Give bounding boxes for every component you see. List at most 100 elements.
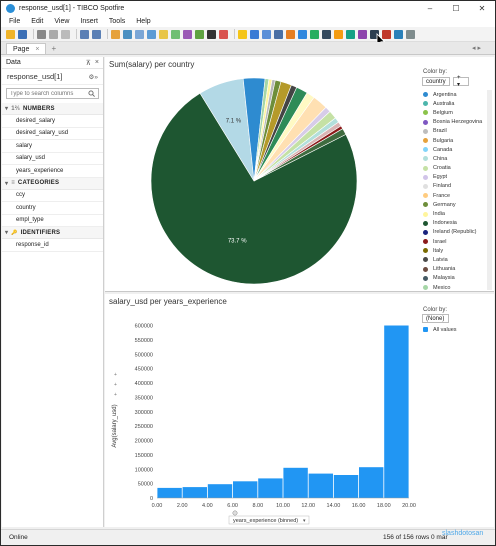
menu-edit[interactable]: Edit <box>31 17 44 25</box>
bar-4–6[interactable] <box>207 484 233 498</box>
redo-icon[interactable] <box>92 29 101 39</box>
column-item[interactable]: salary_usd <box>2 153 103 165</box>
column-item[interactable]: ccy <box>2 190 103 202</box>
bar-10–12[interactable] <box>283 467 308 498</box>
pie-slice-indonesia[interactable] <box>150 92 358 285</box>
menu-tools[interactable]: Tools <box>108 17 126 25</box>
bar-8–10[interactable] <box>258 478 283 498</box>
line-chart-icon[interactable] <box>310 29 319 39</box>
legend-scrollbar[interactable] <box>487 90 492 290</box>
cross-table-icon[interactable] <box>262 29 271 39</box>
collapse-chevron-icon[interactable]: ▾ <box>5 180 9 187</box>
pin-icon[interactable]: ⊼ <box>85 59 91 67</box>
copy-icon[interactable] <box>49 29 58 39</box>
column-search-input[interactable] <box>10 90 88 97</box>
minimize-button[interactable]: – <box>427 3 433 13</box>
group-categories[interactable]: ▾ ≡ CATEGORIES <box>2 177 103 190</box>
graphical-table-icon[interactable] <box>274 29 283 39</box>
bar-12–14[interactable] <box>308 473 333 498</box>
collapse-chevron-icon[interactable]: ▾ <box>5 106 9 112</box>
data-table-icon[interactable] <box>135 29 144 39</box>
legend-item-india[interactable]: India <box>423 209 482 218</box>
legend-item-ireland-republic[interactable]: Ireland (Republic) <box>423 228 482 237</box>
legend-item-argentina[interactable]: Argentina <box>423 90 482 99</box>
map-icon[interactable] <box>195 29 204 39</box>
data-source-selector[interactable]: response_usd[1] ⚙» <box>2 69 103 85</box>
heat-map-icon[interactable] <box>394 29 403 39</box>
tab-page[interactable]: Page × <box>6 43 47 54</box>
pie-slice-australia[interactable] <box>253 128 347 182</box>
maximize-button[interactable]: ☐ <box>452 3 460 13</box>
color-by-dropdown[interactable]: (None) <box>422 314 449 323</box>
color-icon[interactable] <box>171 29 180 39</box>
open-file-icon[interactable] <box>6 29 15 39</box>
map-chart-icon[interactable] <box>370 29 379 39</box>
close-tab-icon[interactable]: × <box>35 45 40 53</box>
column-item[interactable]: desired_salary_usd <box>2 128 103 140</box>
axis-zoom-icon[interactable]: + <box>114 372 117 378</box>
bar-14–16[interactable] <box>333 475 359 498</box>
gear-icon[interactable]: ⚙» <box>88 73 98 81</box>
3d-scatter-icon[interactable] <box>358 29 367 39</box>
bar-18–20[interactable] <box>384 325 409 499</box>
table-viz-icon[interactable] <box>250 29 259 39</box>
tab-navigation[interactable]: ◂ ▸ <box>472 45 481 52</box>
legend-item-indonesia[interactable]: Indonesia <box>423 219 482 228</box>
close-button[interactable]: ✕ <box>478 3 486 13</box>
legend-item-china[interactable]: China <box>423 154 482 163</box>
legend-item-belgium[interactable]: Belgium <box>423 108 482 117</box>
y-axis-label[interactable]: Avg(salary_usd) <box>112 404 118 447</box>
legend-item-brazil[interactable]: Brazil <box>423 127 482 136</box>
column-item[interactable]: desired_salary <box>2 115 103 128</box>
print-icon[interactable] <box>37 29 46 39</box>
search-icon[interactable] <box>88 90 95 97</box>
menu-file[interactable]: File <box>9 17 21 25</box>
insights-icon[interactable] <box>238 29 247 39</box>
legend-item-france[interactable]: France <box>423 191 482 200</box>
legend-item-egypt[interactable]: Egypt <box>423 173 482 182</box>
pie-chart-visualization[interactable]: Sum(salary) per country 7.1 % 73.7 % Colo… <box>105 57 494 292</box>
column-item[interactable]: empl_type <box>2 215 103 227</box>
menu-help[interactable]: Help <box>136 17 151 25</box>
column-item[interactable]: years_experience <box>2 165 103 178</box>
scatter-plot-icon[interactable] <box>346 29 355 39</box>
color-by-dropdown[interactable]: country <box>422 77 450 86</box>
legend-item-australia[interactable]: Australia <box>423 99 482 108</box>
bar-chart[interactable]: Avg(salary_usd) + + +0 50000 100000 150000 2000… <box>107 308 417 526</box>
filter-icon[interactable] <box>123 29 132 39</box>
bar-6–8[interactable] <box>233 481 258 498</box>
bar-2–4[interactable] <box>182 487 207 498</box>
legend-item-bosnia-herzegovina[interactable]: Bosnia Herzegovina <box>423 118 482 127</box>
bar-chart-visualization[interactable]: salary_usd per years_experience Avg(sala… <box>105 294 494 527</box>
treemap-icon[interactable] <box>382 29 391 39</box>
bar-0–2[interactable] <box>157 487 182 498</box>
menu-insert[interactable]: Insert <box>80 17 98 25</box>
legend-item-lithuania[interactable]: Lithuania <box>423 265 482 274</box>
menu-view[interactable]: View <box>54 17 70 25</box>
drawing-icon[interactable] <box>183 29 192 39</box>
legend-item-croatia[interactable]: Croatia <box>423 164 482 173</box>
add-page-icon[interactable]: + <box>51 44 57 53</box>
legend-item-canada[interactable]: Canada <box>423 145 482 154</box>
legend-item-mexico[interactable]: Mexico <box>423 283 482 292</box>
kpi-icon[interactable] <box>286 29 295 39</box>
undo-icon[interactable] <box>80 29 89 39</box>
axis-range-slider-handle[interactable] <box>232 510 238 516</box>
axis-zoom-icon[interactable]: + <box>114 392 117 398</box>
reload-icon[interactable] <box>111 29 120 39</box>
select-icon[interactable] <box>147 29 156 39</box>
pie-chart-icon[interactable] <box>334 29 343 39</box>
column-item[interactable]: country <box>2 202 103 215</box>
bookmark-icon[interactable] <box>159 29 168 39</box>
color-by-options-dropdown[interactable]: + ▾ <box>453 75 469 88</box>
column-item[interactable]: response_id <box>2 239 103 252</box>
pie-chart[interactable]: 7.1 % 73.7 % <box>149 71 359 291</box>
legend-item-latvia[interactable]: Latvia <box>423 255 482 264</box>
group-identifiers[interactable]: ▾ 🔑 IDENTIFIERS <box>2 227 103 239</box>
column-item[interactable]: salary <box>2 140 103 153</box>
legend-item-italy[interactable]: Italy <box>423 246 482 255</box>
save-icon[interactable] <box>18 29 27 39</box>
legend-item-finland[interactable]: Finland <box>423 182 482 191</box>
paste-icon[interactable] <box>61 29 70 39</box>
legend-item[interactable]: All values <box>423 325 457 334</box>
